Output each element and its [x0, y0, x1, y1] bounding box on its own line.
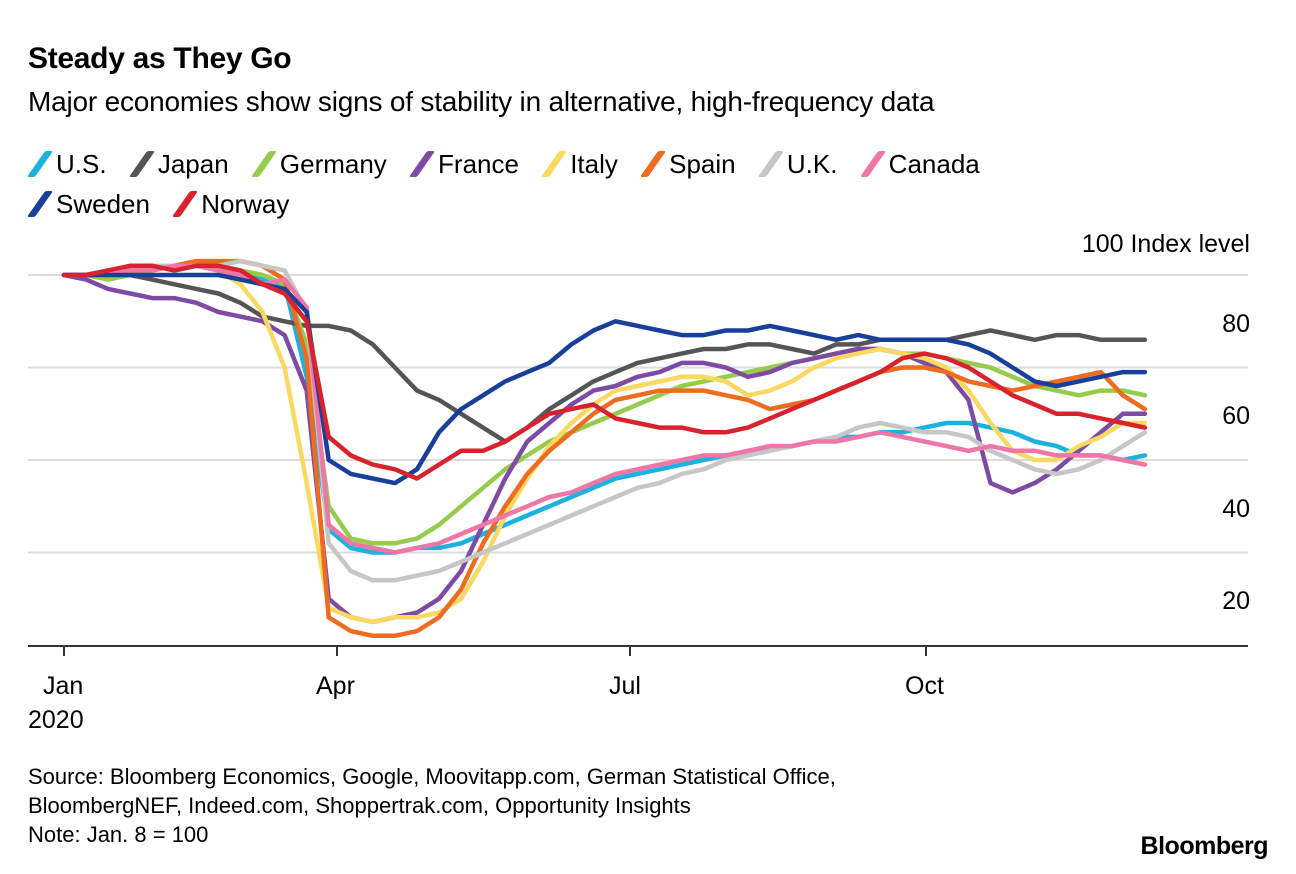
- x-tick-label-oct: Oct: [905, 672, 944, 700]
- legend-label-italy: Italy: [570, 149, 618, 179]
- bloomberg-logo: Bloomberg: [1140, 832, 1269, 860]
- legend: U.S. Japan Germany France Italy Spain U.…: [26, 146, 1178, 226]
- legend-label-uk: U.K.: [786, 149, 838, 179]
- series-line-italy: [61, 263, 1148, 625]
- x-tick-label-apr: Apr: [316, 672, 355, 700]
- legend-label-us: U.S.: [56, 149, 107, 179]
- x-year-label: 2020: [28, 706, 84, 734]
- series-line-france: [61, 272, 1148, 625]
- y-tick-label-20: 20: [1222, 587, 1250, 615]
- x-tick-label-jul: Jul: [609, 672, 641, 700]
- legend-item-italy[interactable]: Italy: [541, 146, 618, 182]
- legend-item-japan[interactable]: Japan: [128, 146, 229, 182]
- y-tick-label-40: 40: [1222, 494, 1250, 523]
- y-tick-label-80: 80: [1222, 309, 1250, 338]
- footer: Source: Bloomberg Economics, Google, Moo…: [28, 762, 836, 849]
- legend-label-spain: Spain: [669, 149, 736, 179]
- legend-label-germany: Germany: [279, 149, 387, 179]
- y-axis-title: 100 Index level: [1081, 230, 1250, 258]
- chart-subtitle: Major economies show signs of stability …: [28, 86, 935, 117]
- series-line-norway: [61, 263, 1148, 481]
- y-tick-label-60: 60: [1222, 402, 1250, 430]
- legend-item-norway[interactable]: Norway: [172, 186, 290, 222]
- series-lines: [61, 258, 1148, 639]
- legend-item-spain[interactable]: Spain: [640, 146, 736, 182]
- chart-title: Steady as They Go: [28, 42, 292, 75]
- x-axis: [28, 645, 1248, 656]
- legend-item-france[interactable]: France: [408, 146, 519, 182]
- legend-item-sweden[interactable]: Sweden: [26, 186, 150, 222]
- legend-label-canada: Canada: [888, 149, 980, 179]
- x-tick-label-jan: Jan: [43, 672, 84, 700]
- legend-item-canada[interactable]: Canada: [859, 146, 980, 182]
- source-line-2: BloombergNEF, Indeed.com, Shoppertrak.co…: [28, 793, 691, 818]
- source-line-1: Source: Bloomberg Economics, Google, Moo…: [28, 764, 836, 789]
- legend-label-sweden: Sweden: [56, 189, 150, 219]
- legend-item-us[interactable]: U.S.: [26, 146, 107, 182]
- series-line-uk: [61, 258, 1148, 583]
- series-line-canada: [61, 263, 1148, 555]
- legend-label-norway: Norway: [201, 189, 290, 219]
- series-line-japan: [61, 272, 1148, 444]
- legend-label-japan: Japan: [157, 149, 229, 179]
- legend-label-france: France: [438, 149, 519, 179]
- series-line-sweden: [61, 272, 1148, 486]
- note-line: Note: Jan. 8 = 100: [28, 822, 209, 847]
- legend-item-uk[interactable]: U.K.: [757, 146, 838, 182]
- legend-item-germany[interactable]: Germany: [250, 146, 387, 182]
